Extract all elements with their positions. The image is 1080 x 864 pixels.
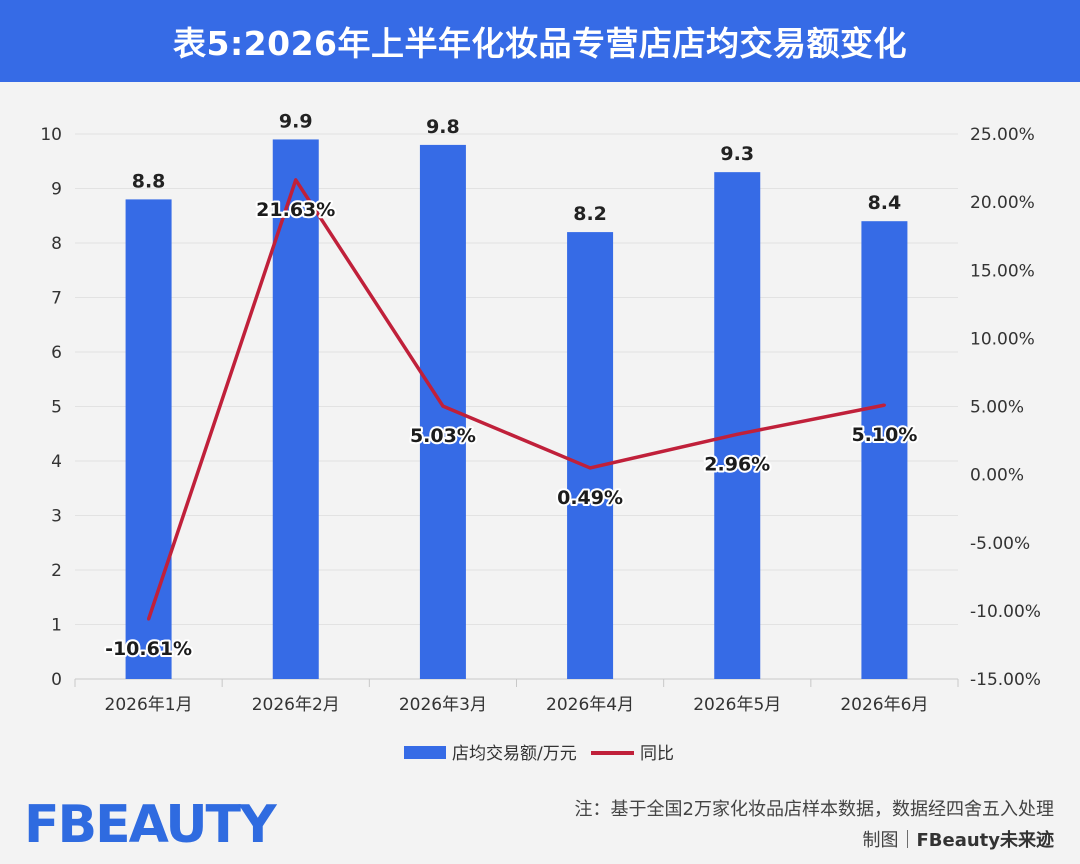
left-tick-label: 3 — [51, 507, 62, 527]
legend-bar-label: 店均交易额/万元 — [452, 744, 577, 764]
left-tick-label: 0 — [51, 670, 62, 690]
left-tick-label: 7 — [51, 289, 62, 309]
legend-line-label: 同比 — [640, 744, 674, 764]
x-tick-label: 2026年1月 — [105, 695, 193, 715]
yoy-line — [146, 178, 885, 620]
right-tick-label: 25.00% — [970, 125, 1035, 145]
title-bar: 表5:2026年上半年化妆品专营店店均交易额变化 — [0, 0, 1080, 82]
bar-4 — [567, 232, 614, 679]
bar-6 — [861, 221, 908, 679]
left-tick-label: 2 — [51, 561, 62, 581]
right-tick-label: -15.00% — [970, 670, 1041, 690]
left-tick-label: 9 — [51, 180, 62, 200]
credit-brand: FBeauty未来迹 — [916, 830, 1054, 851]
fbeauty-logo: FBEAUTY — [24, 795, 280, 852]
left-tick-label: 10 — [40, 125, 62, 145]
chart-title: 表5:2026年上半年化妆品专营店店均交易额变化 — [172, 24, 907, 63]
right-tick-label: 15.00% — [970, 261, 1035, 281]
yoy-point-2 — [294, 178, 298, 182]
yoy-point-5 — [735, 432, 739, 436]
x-tick-label: 2026年3月 — [399, 695, 487, 715]
yoy-value-label: 5.03% — [410, 425, 476, 447]
left-tick-label: 8 — [51, 234, 62, 254]
right-tick-label: -10.00% — [970, 602, 1041, 622]
bar-value-label: 8.2 — [573, 203, 607, 225]
credit-prefix: 制图｜ — [862, 830, 917, 851]
x-tick-label: 2026年4月 — [546, 695, 634, 715]
bar-value-label: 8.4 — [868, 192, 902, 214]
yoy-value-label: -10.61% — [105, 638, 192, 660]
yoy-point-6 — [882, 403, 886, 407]
left-tick-label: 6 — [51, 343, 62, 363]
bar-5 — [714, 172, 761, 679]
left-tick-label: 5 — [51, 398, 62, 418]
x-tick-label: 2026年2月 — [252, 695, 340, 715]
footer-note: 注：基于全国2万家化妆品店样本数据，数据经四舍五入处理 — [574, 799, 1054, 820]
bar-value-label: 9.9 — [279, 110, 313, 132]
legend-bar-swatch — [404, 746, 446, 759]
right-tick-label: 20.00% — [970, 193, 1035, 213]
bar-value-label: 8.8 — [132, 170, 166, 192]
right-tick-label: 10.00% — [970, 329, 1035, 349]
x-tick-label: 2026年5月 — [693, 695, 781, 715]
yoy-value-label: 21.63% — [256, 199, 335, 221]
yoy-point-3 — [441, 404, 445, 408]
right-tick-label: 0.00% — [970, 466, 1024, 486]
bar-value-label: 9.3 — [720, 143, 754, 165]
combo-chart: 0 1 2 3 4 5 6 7 8 9 10 25.00% 20.00% 15.00% 10.00% 5.00… — [40, 110, 1041, 764]
left-tick-label: 4 — [51, 452, 62, 472]
svg-text:FBEAUTY: FBEAUTY — [24, 795, 278, 852]
right-tick-label: -5.00% — [970, 534, 1030, 554]
yoy-point-1 — [147, 617, 151, 621]
bar-value-label: 9.8 — [426, 116, 460, 138]
bar-1 — [125, 199, 172, 679]
yoy-value-label: 5.10% — [851, 424, 917, 446]
left-tick-label: 1 — [51, 616, 62, 636]
x-tick-label: 2026年6月 — [840, 695, 928, 715]
footer-credit: 制图｜FBeauty未来迹 — [862, 826, 1054, 852]
yoy-point-4 — [588, 466, 592, 470]
right-tick-label: 5.00% — [970, 398, 1024, 418]
yoy-value-label: 0.49% — [557, 487, 623, 509]
yoy-value-label: 2.96% — [704, 453, 770, 475]
